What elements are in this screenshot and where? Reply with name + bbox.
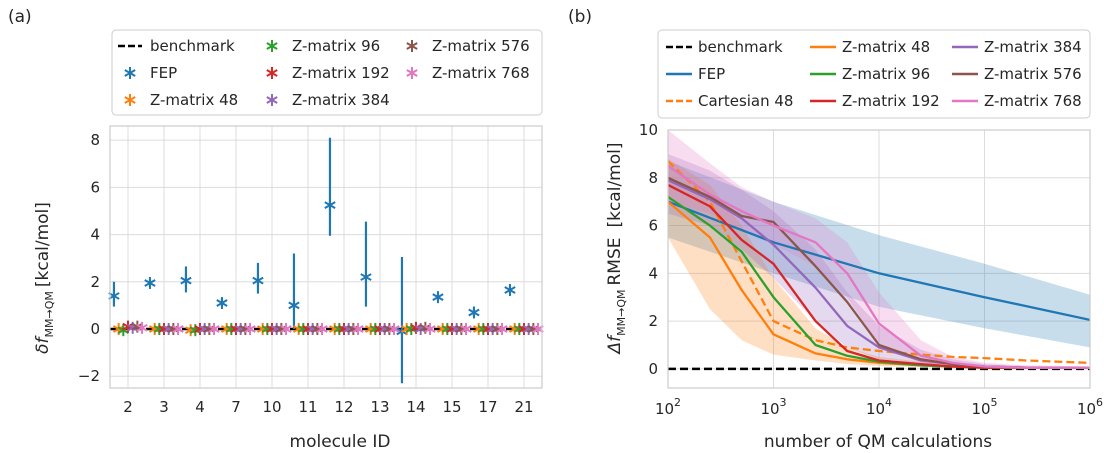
panel-b-y-tick-label: 4 (648, 264, 658, 282)
panel-b-label: (b) (568, 7, 592, 27)
panel-a-x-tick-label: 4 (195, 398, 205, 416)
panel-a-legend-label: benchmark (150, 37, 235, 55)
panel-b: (b) benchmark FEP Cartesian 48 Z-matrix 48 Z… (568, 7, 1103, 452)
panel-b-x-tick-label: 104 (866, 396, 892, 418)
panel-a-y-tick-label: 2 (90, 273, 100, 291)
panel-b-legend-label: FEP (698, 65, 725, 83)
panel-a-legend: benchmark FEP Z-matrix 48 Z-matrix 96 Z-matr… (112, 30, 542, 115)
panel-b-x-tick-exponent: 2 (674, 396, 681, 409)
panel-a-y-label-sub: MM→QM (43, 291, 56, 337)
panel-a-y-tick-label: 8 (90, 131, 100, 149)
panel-b-y-tick-label: 10 (639, 121, 658, 139)
panel-a-x-tick-label: 3 (159, 398, 169, 416)
panel-a-label: (a) (8, 7, 32, 27)
panel-a-x-tick-label: 14 (406, 398, 425, 416)
panel-a-y-tick-label: 4 (90, 226, 100, 244)
panel-b-legend-label: benchmark (698, 38, 783, 56)
panel-b-plot: 0246810102 103 104 105 106 (639, 121, 1103, 418)
panel-b-legend-label: Z-matrix 384 (984, 38, 1082, 56)
panel-b-x-tick-base: 10 (866, 400, 885, 418)
panel-a-legend-label: Z-matrix 192 (292, 64, 390, 82)
panel-b-x-tick-base: 10 (760, 400, 779, 418)
panel-a-x-axis-label: molecule ID (290, 432, 391, 452)
panel-b-x-tick-label: 103 (760, 396, 786, 418)
panel-b-y-label-rest: RMSE (605, 238, 625, 286)
panel-a-x-tick-label: 12 (334, 398, 353, 416)
panel-b-y-tick-label: 2 (648, 312, 658, 330)
panel-b-y-label-unit: [kcal/mol] (605, 142, 625, 227)
panel-a-y-tick-label: 0 (90, 320, 100, 338)
panel-b-y-tick-label: 0 (648, 360, 658, 378)
panel-a-x-tick-label: 10 (262, 398, 281, 416)
panel-b-y-axis-label: ΔfMM→QMRMSE[kcal/mol] (605, 142, 628, 355)
panel-a-y-label-unit: [kcal/mol] (33, 202, 53, 287)
panel-b-legend-label: Cartesian 48 (698, 92, 793, 110)
panel-b-x-tick-label: 106 (1077, 396, 1103, 418)
panel-a-legend-label: Z-matrix 384 (292, 91, 390, 109)
panel-a-x-tick-label: 11 (298, 398, 317, 416)
panel-a-x-tick-label: 13 (370, 398, 389, 416)
panel-a-y-tick-label: −2 (78, 367, 100, 385)
panel-a-y-tick-label: 6 (90, 178, 100, 196)
panel-a-x-tick-label: 15 (442, 398, 461, 416)
panel-a-legend-label: FEP (150, 64, 177, 82)
panel-b-legend: benchmark FEP Cartesian 48 Z-matrix 48 Z-mat… (658, 30, 1090, 118)
panel-a-x-tick-label: 21 (514, 398, 533, 416)
panel-b-y-tick-label: 6 (648, 217, 658, 235)
panel-b-x-tick-base: 10 (1077, 400, 1096, 418)
panel-b-legend-label: Z-matrix 576 (984, 65, 1082, 83)
panel-a: (a) benchmark FEP Z-matrix 48 Z-matrix 96 Z-… (8, 7, 543, 452)
panel-b-x-tick-exponent: 5 (991, 396, 998, 409)
panel-a-x-tick-label: 7 (231, 398, 241, 416)
panel-b-legend-label: Z-matrix 768 (984, 92, 1082, 110)
panel-b-x-tick-exponent: 4 (885, 396, 892, 409)
panel-a-plot: −2 0 2 4 6 8 2 3 4 7 10 11 12 13 14 15 17 21 (78, 126, 543, 416)
panel-a-y-axis-label: δfMM→QM[kcal/mol] (33, 202, 56, 354)
panel-b-x-tick-exponent: 3 (780, 396, 787, 409)
panel-a-x-tick-label: 2 (123, 398, 133, 416)
panel-b-y-tick-label: 8 (648, 169, 658, 187)
panel-b-x-tick-label: 105 (971, 396, 997, 418)
panel-b-legend-label: Z-matrix 48 (842, 38, 930, 56)
panel-a-legend-label: Z-matrix 768 (432, 64, 530, 82)
panel-b-x-tick-base: 10 (655, 400, 674, 418)
panel-b-x-axis-label: number of QM calculations (764, 432, 992, 452)
panel-b-legend-label: Z-matrix 192 (842, 92, 940, 110)
panel-b-y-label-sub: MM→QM (615, 290, 628, 336)
panel-a-x-tick-label: 17 (478, 398, 497, 416)
panel-b-x-tick-base: 10 (971, 400, 990, 418)
panel-a-legend-label: Z-matrix 96 (292, 37, 380, 55)
panel-a-plot-area (110, 126, 542, 388)
panel-a-legend-label: Z-matrix 576 (432, 37, 530, 55)
panel-b-x-tick-exponent: 6 (1096, 396, 1103, 409)
panel-b-legend-label: Z-matrix 96 (842, 65, 930, 83)
panel-b-x-tick-label: 102 (655, 396, 681, 418)
panel-a-legend-label: Z-matrix 48 (150, 91, 238, 109)
